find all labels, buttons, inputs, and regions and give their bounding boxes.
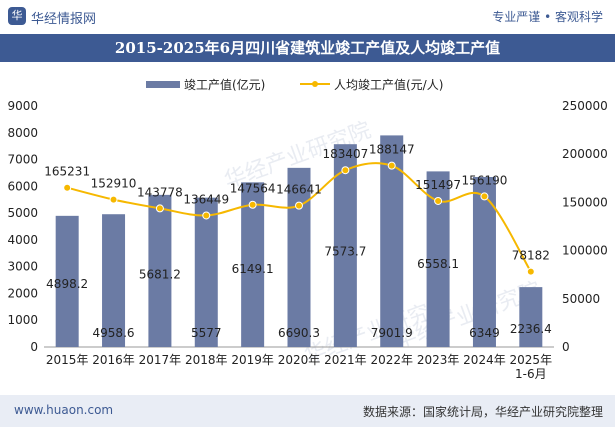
line-value-label: 151497 [415, 178, 461, 192]
x-tick-label: 2024年 [463, 353, 506, 367]
x-tick-label: 2021年 [324, 353, 367, 367]
line-value-label: 78182 [512, 249, 550, 263]
bar-value-label: 4898.2 [46, 277, 88, 291]
top-bar: 华 华经情报网 专业严谨 • 客观科学 [0, 0, 615, 34]
chart-title: 2015-2025年6月四川省建筑业竣工产值及人均竣工产值 [114, 39, 501, 57]
line-value-label: 188147 [369, 143, 415, 157]
line-point [434, 196, 443, 205]
bar-value-label: 6690.3 [278, 326, 320, 340]
y-right-tick-label: 250000 [562, 99, 608, 113]
line-point [480, 192, 489, 201]
bar-completed-output [194, 197, 218, 347]
bar-completed-output [426, 171, 450, 347]
y-left-tick-label: 9000 [7, 99, 38, 113]
legend-line-label: 人均竣工产值(元/人) [334, 77, 443, 92]
y-right-tick-label: 150000 [562, 195, 608, 209]
brand-logo-icon: 华 [8, 7, 26, 25]
x-tick-label: 2017年 [139, 353, 182, 367]
x-tick-label: 2018年 [185, 353, 228, 367]
bar-completed-output [287, 167, 311, 347]
bar-completed-output [102, 214, 126, 347]
bar-completed-output [55, 215, 79, 347]
legend-line-marker [312, 81, 318, 87]
line-point [109, 195, 118, 204]
bar-completed-output [241, 182, 265, 347]
line-point [341, 166, 350, 175]
line-point [202, 211, 211, 220]
bar-value-label: 5577 [191, 326, 222, 340]
bar-completed-output [519, 287, 543, 347]
line-point [526, 267, 535, 276]
footer-website: www.huaon.com [14, 403, 114, 417]
bar-value-label: 6149.1 [232, 262, 274, 276]
y-left-tick-label: 6000 [7, 179, 38, 193]
line-point [155, 204, 164, 213]
line-point [63, 183, 72, 192]
footer-source: 数据来源：国家统计局，华经产业研究院整理 [362, 405, 603, 419]
line-value-label: 147564 [230, 182, 276, 196]
y-right-tick-label: 0 [562, 340, 570, 354]
x-tick-label: 2022年 [370, 353, 413, 367]
line-point [248, 200, 257, 209]
x-tick-label: 2025年 1-6月 [510, 353, 553, 381]
y-left-tick-label: 0 [30, 340, 38, 354]
bar-completed-output [472, 176, 496, 347]
bar-value-label: 4958.6 [93, 326, 135, 340]
x-tick-label: 2015年 [46, 353, 89, 367]
footer-bar: www.huaon.com 数据来源：国家统计局，华经产业研究院整理 [0, 395, 615, 427]
line-point [295, 201, 303, 210]
line-value-label: 146641 [276, 183, 322, 197]
brand-name: 华经情报网 [31, 12, 97, 27]
bar-value-label: 5681.2 [139, 268, 181, 282]
y-left-tick-label: 7000 [7, 153, 38, 167]
bar-completed-output [380, 135, 404, 347]
title-bar: 2015-2025年6月四川省建筑业竣工产值及人均竣工产值 [0, 34, 615, 62]
y-left-tick-label: 5000 [7, 206, 38, 220]
line-value-label: 183407 [322, 147, 368, 161]
y-right-tick-label: 200000 [562, 147, 608, 161]
line-value-label: 136449 [183, 192, 229, 206]
bar-value-label: 7573.7 [324, 245, 366, 259]
x-tick-label: 2019年 [231, 353, 274, 367]
bar-value-label: 2236.4 [510, 322, 552, 336]
y-left-tick-label: 1000 [7, 313, 38, 327]
x-tick-label: 2020年 [278, 353, 321, 367]
bar-value-label: 6349 [469, 326, 500, 340]
y-left-tick-label: 2000 [7, 286, 38, 300]
bar-value-label: 7901.9 [371, 326, 413, 340]
y-right-tick-label: 100000 [562, 244, 608, 258]
line-point [387, 161, 396, 170]
bar-value-label: 6558.1 [417, 257, 459, 271]
x-tick-label: 2023年 [417, 353, 460, 367]
line-value-label: 152910 [91, 177, 137, 191]
bar-completed-output [333, 144, 357, 347]
y-left-tick-label: 3000 [7, 260, 38, 274]
line-value-label: 143778 [137, 185, 183, 199]
y-right-tick-label: 50000 [562, 292, 600, 306]
brand-tagline: 专业严谨 • 客观科学 [492, 10, 603, 24]
bar-completed-output [148, 194, 172, 347]
line-value-label: 165231 [44, 165, 90, 179]
x-tick-label: 2016年 [92, 353, 135, 367]
line-value-label: 156190 [462, 173, 508, 187]
legend-bar-swatch [146, 81, 180, 88]
y-left-tick-label: 4000 [7, 233, 38, 247]
legend-bar-label: 竣工产值(亿元) [184, 77, 265, 92]
y-left-tick-label: 8000 [7, 126, 38, 140]
